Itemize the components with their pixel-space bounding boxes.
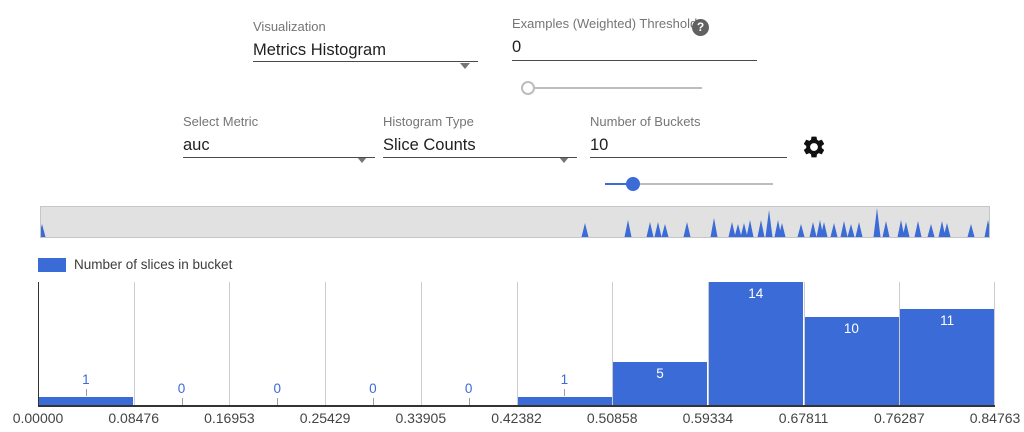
bar-value-annotation: 0 [273,381,282,396]
threshold-slider[interactable] [521,80,702,96]
slider-fill [605,183,634,185]
bar-value-annotation: 10 [843,321,859,337]
gridline [325,282,327,406]
slice-overview-strip[interactable] [40,206,990,238]
x-tick-label: 0.33905 [395,410,447,426]
bar-value-annotation: 0 [369,381,377,396]
legend-swatch [38,257,66,272]
field-underline [590,157,787,158]
histogram-bar[interactable] [517,397,612,406]
gear-icon [803,136,825,158]
gridline [229,282,231,406]
x-axis-labels: 0.00000 0.08476 0.16953 0.25429 0.33905 0.423… [0,410,1024,428]
legend-label: Number of slices in bucket [74,257,233,272]
annotation-stem [372,398,374,405]
gridline [899,282,901,406]
histogram-bar[interactable] [900,308,995,406]
bar-value-annotation: 14 [748,286,764,301]
gridline [994,282,995,406]
chevron-down-icon[interactable] [559,157,569,163]
annotation-stem [564,389,566,397]
gridline [133,282,135,406]
threshold-input[interactable]: Examples (Weighted) Threshold 0 [512,17,757,61]
x-tick-label: 0.16953 [204,410,255,426]
histogram-bar[interactable] [39,397,134,406]
bar-value-annotation: 11 [940,312,955,328]
annotation-stem [277,398,279,405]
gridline [803,282,805,406]
histogram-bar[interactable] [613,361,708,406]
metric-label: Select Metric [183,114,259,129]
field-underline [183,157,375,158]
metric-value: auc [183,136,210,154]
annotation-stem [468,398,470,405]
help-icon[interactable]: ? [692,19,709,36]
field-underline [383,157,577,158]
x-tick-label: 0.84763 [969,410,1021,426]
x-tick-label: 0.00000 [12,410,64,426]
slice-density-spikes [41,208,989,237]
visualization-value: Metrics Histogram [253,41,386,59]
gridline [516,282,518,406]
x-tick-label: 0.25429 [299,410,351,426]
bar-value-annotation: 1 [82,372,90,388]
y-axis-line [38,282,39,406]
buckets-value[interactable]: 10 [590,136,609,154]
histogram-type-value: Slice Counts [383,136,476,154]
gridline [420,282,422,406]
chart-legend: Number of slices in bucket [38,257,232,272]
histogram-type-dropdown[interactable]: Histogram Type Slice Counts [383,114,577,163]
histogram-bar[interactable] [708,282,804,406]
x-tick-label: 0.59334 [682,410,734,426]
histogram-type-label: Histogram Type [383,114,474,129]
field-underline [512,60,757,61]
bar-value-annotation: 0 [464,381,473,396]
x-tick-label: 0.42382 [491,410,542,426]
x-tick-label: 0.76287 [873,410,925,426]
x-tick-label: 0.50858 [586,410,638,426]
bar-value-annotation: 0 [177,381,186,396]
histogram-bar[interactable] [804,317,899,406]
buckets-slider[interactable] [605,176,773,192]
annotation-stem [85,389,87,397]
chevron-down-icon[interactable] [460,63,470,69]
gridline [707,282,709,406]
buckets-label: Number of Buckets [590,114,701,129]
settings-gear-button[interactable] [801,134,827,160]
slider-track[interactable] [521,87,702,89]
slider-handle[interactable] [626,177,641,191]
threshold-value[interactable]: 0 [512,38,522,56]
visualization-label: Visualization [253,19,326,34]
bar-value-annotation: 5 [656,365,664,381]
visualization-dropdown[interactable]: Visualization Metrics Histogram [253,19,478,69]
x-tick-label: 0.67811 [778,410,829,426]
metric-dropdown[interactable]: Select Metric auc [183,114,375,163]
histogram-chart[interactable]: 1 0 0 0 0 1 5 14 10 11 [38,282,995,407]
x-axis-baseline [38,405,995,407]
chevron-down-icon[interactable] [357,157,367,163]
field-underline [253,61,478,62]
slider-track[interactable] [605,183,773,185]
threshold-label: Examples (Weighted) Threshold [512,16,698,31]
annotation-stem [181,398,183,405]
x-tick-label: 0.08476 [108,410,159,426]
buckets-input[interactable]: Number of Buckets 10 [590,115,787,158]
slider-handle[interactable] [521,81,535,95]
bar-value-annotation: 1 [560,372,569,388]
gridline [612,282,614,406]
